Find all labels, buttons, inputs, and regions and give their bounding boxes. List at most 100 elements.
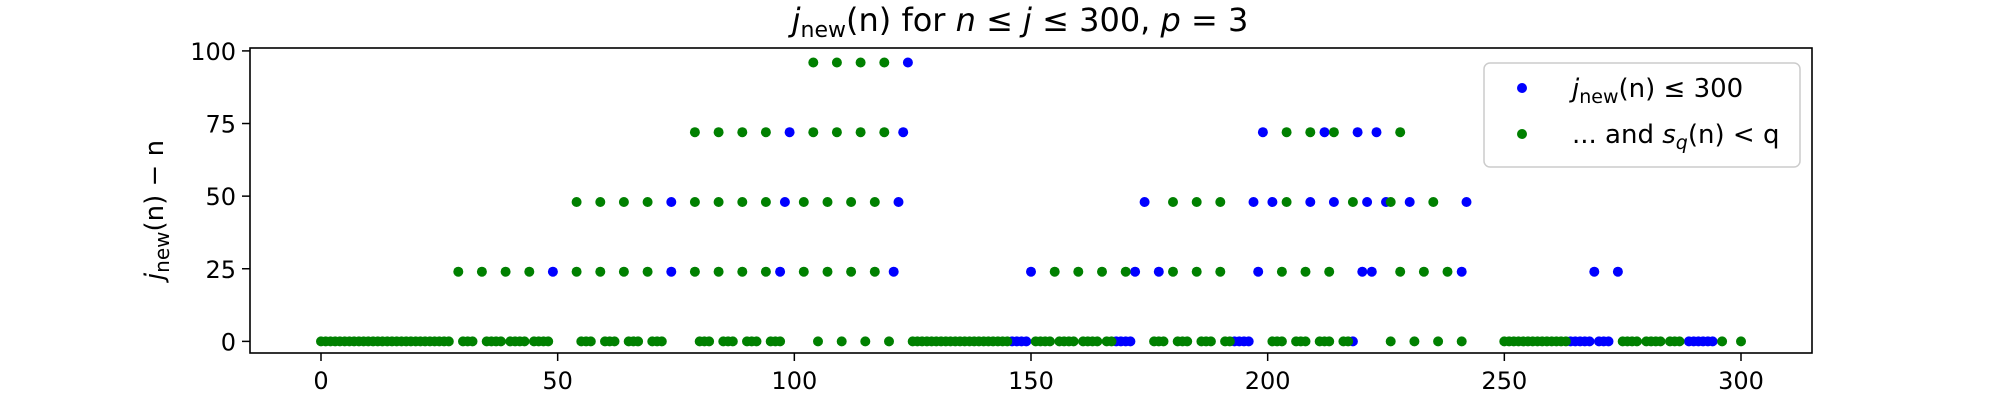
data-point-green [1655, 336, 1666, 347]
data-point-green [443, 336, 454, 347]
data-point-blue [547, 266, 558, 277]
data-point-green [1631, 336, 1642, 347]
legend-label-2: ... and sq(n) < q [1572, 120, 1779, 154]
data-point-green [1182, 336, 1193, 347]
data-point-green [855, 127, 866, 138]
data-point-green [798, 266, 809, 277]
data-point-green [1158, 336, 1169, 347]
data-point-green [808, 127, 819, 138]
data-point-green [1044, 336, 1055, 347]
data-point-blue [1366, 266, 1377, 277]
data-point-green [813, 336, 823, 347]
data-point-green [1191, 197, 1202, 207]
data-point-green [1385, 197, 1396, 207]
data-point-green [1560, 336, 1571, 347]
data-point-blue [1456, 266, 1467, 277]
data-point-blue [1125, 336, 1136, 347]
data-point-green [1215, 266, 1226, 277]
data-point-green [1418, 266, 1429, 277]
data-point-green [495, 336, 506, 347]
data-point-blue [1267, 197, 1278, 207]
y-tick-label: 75 [205, 111, 236, 139]
data-point-green [1068, 336, 1079, 347]
data-point-green [831, 127, 842, 138]
data-point-green [1106, 336, 1117, 347]
data-point-green [1428, 197, 1439, 207]
data-point-green [1395, 127, 1406, 138]
data-point-green [1049, 266, 1060, 277]
data-point-green [1456, 336, 1467, 347]
data-point-blue [1357, 266, 1368, 277]
data-point-green [633, 336, 644, 347]
data-point-green [453, 266, 464, 277]
data-point-blue [1021, 336, 1032, 347]
legend-marker-blue [1517, 83, 1527, 93]
data-point-green [879, 57, 890, 68]
data-point-green [1674, 336, 1685, 347]
data-point-green [689, 266, 700, 277]
data-point-blue [898, 127, 909, 138]
data-point-blue [1461, 197, 1472, 207]
data-point-green [737, 266, 748, 277]
data-point-green [1281, 197, 1292, 207]
data-point-green [1324, 266, 1335, 277]
data-point-green [609, 336, 620, 347]
data-point-green [595, 197, 606, 207]
y-axis-label: jnew(n) − n [140, 140, 174, 283]
x-tick-label: 100 [771, 367, 817, 395]
data-point-blue [1026, 266, 1036, 277]
data-point-green [1717, 336, 1728, 347]
data-point-green [467, 336, 478, 347]
data-point-green [1224, 336, 1235, 347]
data-point-green [798, 197, 809, 207]
data-point-green [1433, 336, 1444, 347]
data-point-green [760, 266, 771, 277]
data-point-green [704, 336, 715, 347]
data-point-green [1168, 266, 1178, 277]
data-point-blue [1707, 336, 1718, 347]
data-point-green [1092, 336, 1103, 347]
data-point-green [1300, 336, 1311, 347]
data-point-green [618, 266, 629, 277]
axis-ticks: 0 50 100 150 200 250 300 0 25 50 75 100 [190, 38, 1764, 395]
data-point-green [618, 197, 629, 207]
data-point-green [689, 197, 700, 207]
legend: jnew(n) ≤ 300 ... and sq(n) < q [1483, 62, 1801, 168]
data-point-green [727, 336, 738, 347]
data-point-green [500, 266, 511, 277]
data-point-green [1300, 266, 1311, 277]
data-point-green [524, 266, 535, 277]
y-tick-label: 100 [190, 38, 236, 66]
x-tick-label: 200 [1245, 367, 1291, 395]
data-point-green [1215, 197, 1226, 207]
data-point-green [1097, 266, 1107, 277]
data-point-green [1276, 266, 1287, 277]
data-point-green [1395, 266, 1406, 277]
data-point-green [879, 127, 890, 138]
data-point-blue [888, 266, 899, 277]
legend-label-1: jnew(n) ≤ 300 [1569, 74, 1743, 108]
data-point-green [855, 57, 866, 68]
data-point-green [571, 197, 582, 207]
data-point-green [1191, 266, 1202, 277]
data-point-green [775, 336, 786, 347]
data-point-blue [893, 197, 904, 207]
data-point-blue [775, 266, 786, 277]
data-point-green [642, 266, 653, 277]
x-tick-label: 300 [1718, 367, 1764, 395]
data-point-green [836, 336, 847, 347]
data-point-blue [1371, 127, 1382, 138]
data-point-green [822, 197, 833, 207]
data-point-green [543, 336, 554, 347]
x-tick-label: 50 [542, 367, 573, 395]
data-point-blue [666, 266, 677, 277]
data-point-green [1328, 127, 1339, 138]
data-point-blue [1404, 197, 1415, 207]
data-point-green [476, 266, 487, 277]
data-point-green [751, 336, 762, 347]
data-point-green [713, 266, 724, 277]
data-point-green [822, 266, 833, 277]
data-point-blue [1257, 127, 1268, 138]
data-point-blue [1612, 266, 1623, 277]
